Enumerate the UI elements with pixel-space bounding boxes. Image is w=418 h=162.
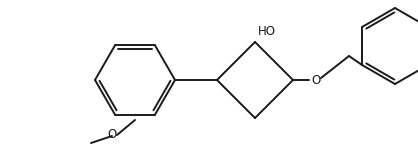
Text: O: O: [108, 128, 117, 141]
Text: HO: HO: [258, 25, 276, 38]
Text: O: O: [311, 74, 320, 87]
